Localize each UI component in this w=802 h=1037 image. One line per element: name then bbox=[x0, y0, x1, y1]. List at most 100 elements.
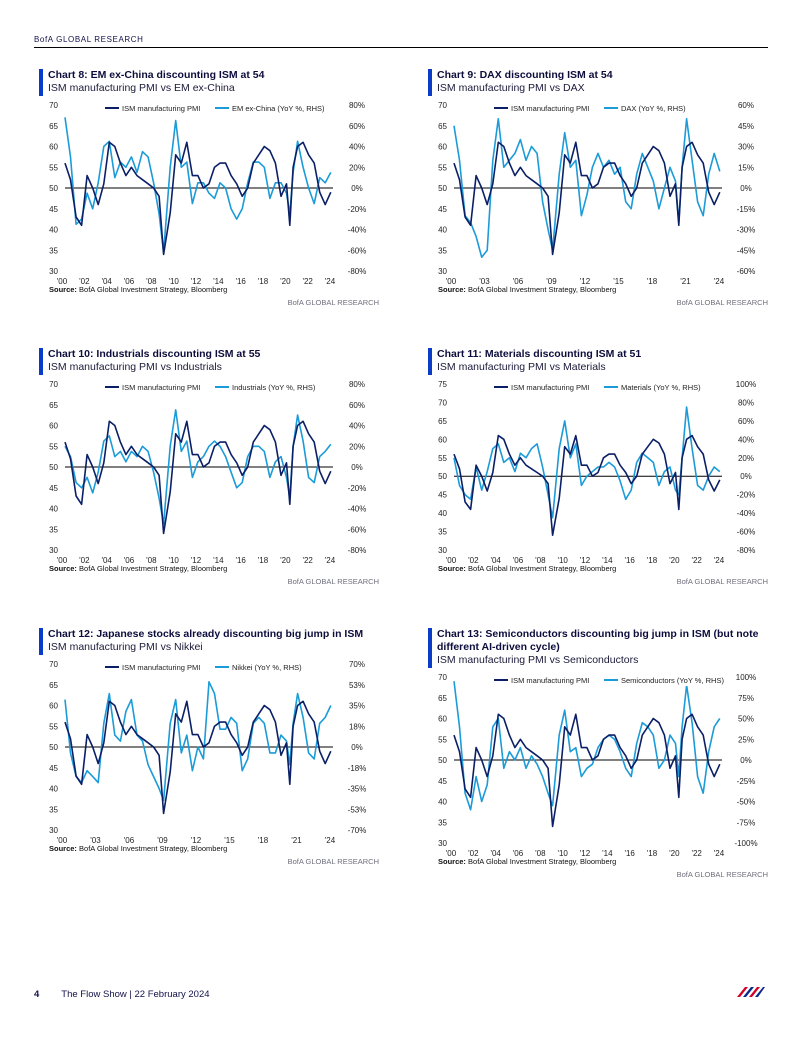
chart-subtitle: ISM manufacturing PMI vs Materials bbox=[437, 361, 606, 373]
x-tick-label: '18 bbox=[258, 277, 269, 286]
series-line-rhs bbox=[64, 117, 332, 254]
y-tick-label-left: 45 bbox=[438, 491, 447, 500]
y-tick-label-right: 80% bbox=[349, 101, 365, 110]
y-tick-label-left: 55 bbox=[49, 163, 58, 172]
source-text: BofA Global Investment Strategy, Bloombe… bbox=[468, 564, 617, 573]
y-tick-label-left: 30 bbox=[49, 267, 58, 276]
x-tick-label: '20 bbox=[669, 556, 680, 565]
y-tick-label-right: -45% bbox=[737, 246, 756, 255]
x-tick-label: '04 bbox=[101, 277, 112, 286]
y-tick-label-right: -18% bbox=[348, 764, 367, 773]
x-tick-label: '14 bbox=[213, 277, 224, 286]
series-line-ism bbox=[453, 141, 721, 256]
y-tick-label-left: 70 bbox=[438, 398, 447, 407]
series-line-ism bbox=[64, 141, 332, 256]
x-tick-label: '10 bbox=[168, 556, 179, 565]
y-tick-label-left: 55 bbox=[438, 454, 447, 463]
y-tick-label-right: 45% bbox=[738, 122, 754, 131]
legend-label: ISM manufacturing PMI bbox=[122, 663, 200, 672]
y-tick-label-left: 30 bbox=[438, 267, 447, 276]
x-tick-label: '02 bbox=[468, 556, 479, 565]
x-tick-label: '18 bbox=[647, 556, 658, 565]
series-line-ism bbox=[453, 713, 721, 828]
x-tick-label: '06 bbox=[513, 849, 524, 858]
y-tick-label-left: 50 bbox=[49, 743, 58, 752]
y-tick-label-left: 40 bbox=[49, 226, 58, 235]
y-tick-label-left: 30 bbox=[438, 546, 447, 555]
source-label: Source: bbox=[49, 844, 77, 853]
x-tick-label: '15 bbox=[613, 277, 624, 286]
y-tick-label-right: 53% bbox=[349, 681, 365, 690]
x-tick-label: '00 bbox=[57, 556, 68, 565]
x-tick-label: '02 bbox=[79, 277, 90, 286]
legend-background bbox=[492, 102, 596, 114]
y-tick-label-right: 80% bbox=[349, 380, 365, 389]
y-tick-label-right: 40% bbox=[349, 422, 365, 431]
y-tick-label-left: 50 bbox=[438, 756, 447, 765]
legend-label: Industrials (YoY %, RHS) bbox=[232, 383, 316, 392]
chart-subtitle: ISM manufacturing PMI vs EM ex-China bbox=[48, 82, 235, 94]
y-tick-label-right: -20% bbox=[348, 205, 367, 214]
x-tick-label: '12 bbox=[191, 277, 202, 286]
y-tick-label-right: 0% bbox=[351, 743, 363, 752]
chart-source: Source: BofA Global Investment Strategy,… bbox=[438, 564, 768, 573]
line-chart: 70 65 60 55 50 45 40 35 30 80% 60% 40% 20% 0% -20% -40%… bbox=[49, 101, 367, 286]
y-tick-label-left: 65 bbox=[49, 401, 58, 410]
header-rule bbox=[34, 47, 768, 48]
x-tick-label: '24 bbox=[714, 556, 725, 565]
chart-brand: BofA GLOBAL RESEARCH bbox=[287, 298, 379, 307]
legend-background bbox=[602, 674, 706, 686]
chart-title: Chart 11: Materials discounting ISM at 5… bbox=[428, 348, 768, 375]
source-label: Source: bbox=[438, 564, 466, 573]
line-chart: 70 65 60 55 50 45 40 35 30 60% 45% 30% 15% 0% -15% -30%… bbox=[438, 101, 756, 286]
chart-title: Chart 9: DAX discounting ISM at 54 bbox=[428, 69, 768, 96]
chart-source: Source: BofA Global Investment Strategy,… bbox=[49, 844, 379, 853]
x-tick-label: '00 bbox=[446, 556, 457, 565]
source-label: Source: bbox=[49, 285, 77, 294]
legend-label: ISM manufacturing PMI bbox=[122, 383, 200, 392]
chart-panel-13: Chart 13: Semiconductors discounting big… bbox=[428, 628, 768, 879]
y-tick-label-right: -40% bbox=[737, 509, 756, 518]
chart-source: Source: BofA Global Investment Strategy,… bbox=[49, 564, 379, 573]
y-tick-label-left: 60 bbox=[438, 435, 447, 444]
y-tick-label-left: 75 bbox=[438, 380, 447, 389]
chart-title: Chart 10: Industrials discounting ISM at… bbox=[39, 348, 379, 375]
legend-label: Materials (YoY %, RHS) bbox=[621, 383, 701, 392]
publication-title: The Flow Show | 22 February 2024 bbox=[61, 989, 210, 1000]
legend-label: ISM manufacturing PMI bbox=[511, 104, 589, 113]
source-label: Source: bbox=[438, 857, 466, 866]
y-tick-label-right: -25% bbox=[737, 777, 756, 786]
y-tick-label-right: 100% bbox=[736, 380, 756, 389]
y-tick-label-right: -80% bbox=[737, 546, 756, 555]
y-tick-label-right: 60% bbox=[349, 401, 365, 410]
y-tick-label-right: -50% bbox=[737, 798, 756, 807]
series-line-ism bbox=[64, 700, 332, 815]
y-tick-label-right: 75% bbox=[738, 694, 754, 703]
y-tick-label-right: 20% bbox=[349, 163, 365, 172]
x-tick-label: '24 bbox=[714, 277, 725, 286]
source-text: BofA Global Investment Strategy, Bloombe… bbox=[79, 564, 228, 573]
y-tick-label-left: 45 bbox=[438, 205, 447, 214]
y-tick-label-left: 55 bbox=[438, 163, 447, 172]
chart-source: Source: BofA Global Investment Strategy,… bbox=[438, 285, 768, 294]
y-tick-label-left: 40 bbox=[49, 505, 58, 514]
y-tick-label-right: 15% bbox=[738, 163, 754, 172]
x-tick-label: '02 bbox=[79, 556, 90, 565]
y-tick-label-left: 50 bbox=[49, 463, 58, 472]
x-tick-label: '22 bbox=[691, 556, 702, 565]
chart-subtitle: ISM manufacturing PMI vs Industrials bbox=[48, 361, 222, 373]
y-tick-label-right: 30% bbox=[738, 143, 754, 152]
x-tick-label: '12 bbox=[191, 836, 202, 845]
x-tick-label: '12 bbox=[580, 849, 591, 858]
bank-flag-logo bbox=[737, 987, 765, 997]
y-tick-label-left: 40 bbox=[438, 798, 447, 807]
y-tick-label-left: 70 bbox=[49, 101, 58, 110]
x-tick-label: '18 bbox=[647, 277, 658, 286]
x-tick-label: '22 bbox=[302, 277, 313, 286]
legend-background bbox=[213, 661, 317, 673]
x-tick-label: '16 bbox=[624, 849, 635, 858]
legend-background bbox=[213, 381, 317, 393]
y-tick-label-right: -60% bbox=[737, 267, 756, 276]
legend-label: Nikkei (YoY %, RHS) bbox=[232, 663, 302, 672]
x-tick-label: '02 bbox=[468, 849, 479, 858]
